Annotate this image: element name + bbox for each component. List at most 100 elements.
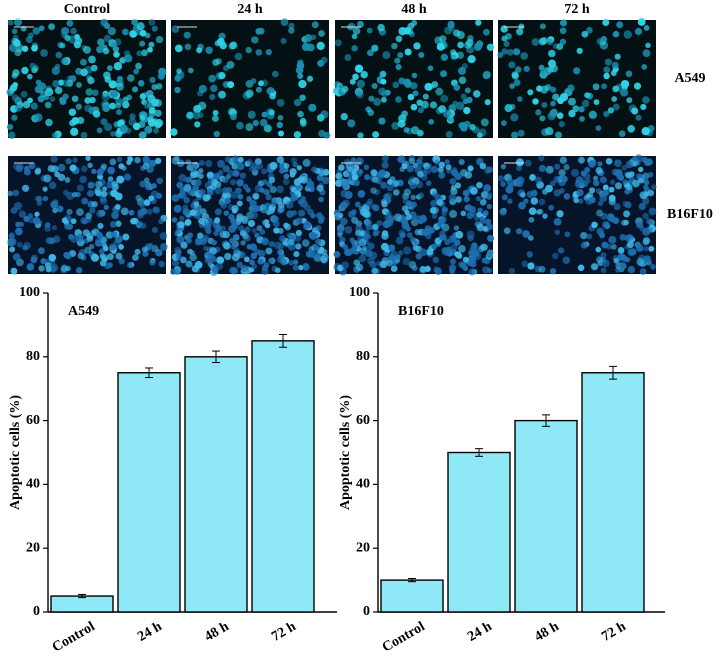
cell-nucleus bbox=[68, 233, 74, 240]
cell-nucleus bbox=[439, 35, 447, 43]
cell-nucleus bbox=[76, 184, 84, 192]
bar bbox=[581, 372, 645, 613]
cell-nucleus bbox=[316, 184, 324, 192]
cell-nucleus bbox=[311, 166, 318, 173]
x-tick-label: 72 h bbox=[269, 619, 299, 645]
cell-nucleus bbox=[623, 30, 632, 39]
cell-nucleus bbox=[393, 180, 400, 187]
cell-nucleus bbox=[482, 70, 491, 79]
cell-nucleus bbox=[523, 198, 529, 204]
cell-nucleus bbox=[233, 247, 240, 254]
cell-nucleus bbox=[559, 27, 567, 35]
cell-nucleus bbox=[70, 218, 77, 225]
cell-nucleus bbox=[116, 109, 122, 116]
cell-nucleus bbox=[455, 196, 462, 203]
cell-nucleus bbox=[210, 84, 218, 93]
cell-nucleus bbox=[64, 34, 71, 42]
cell-nucleus bbox=[497, 175, 505, 182]
cell-nucleus bbox=[55, 51, 63, 59]
cell-nucleus bbox=[28, 32, 34, 39]
cell-nucleus bbox=[404, 209, 410, 216]
cell-nucleus bbox=[546, 38, 554, 46]
cell-nucleus bbox=[357, 20, 364, 28]
chart-title: B16F10 bbox=[398, 304, 444, 319]
row-label: A549 bbox=[674, 71, 705, 86]
cell-nucleus bbox=[369, 260, 377, 269]
cell-nucleus bbox=[612, 30, 620, 38]
cell-nucleus bbox=[500, 181, 507, 187]
cell-nucleus bbox=[18, 221, 25, 227]
cell-nucleus bbox=[576, 47, 583, 55]
cell-nucleus bbox=[467, 235, 474, 242]
cell-nucleus bbox=[50, 155, 58, 163]
cell-nucleus bbox=[113, 62, 123, 71]
cell-nucleus bbox=[577, 264, 585, 272]
cell-nucleus bbox=[638, 177, 645, 184]
cell-nucleus bbox=[123, 173, 131, 181]
cell-nucleus bbox=[109, 158, 117, 166]
cell-nucleus bbox=[373, 229, 380, 236]
cell-nucleus bbox=[468, 268, 476, 276]
cell-nucleus bbox=[254, 184, 263, 193]
cell-nucleus bbox=[305, 250, 313, 258]
cell-nucleus bbox=[611, 61, 619, 69]
cell-nucleus bbox=[527, 89, 534, 96]
cell-nucleus bbox=[282, 178, 290, 186]
cell-nucleus bbox=[45, 237, 53, 245]
column-header: 48 h bbox=[401, 2, 427, 17]
cell-nucleus bbox=[403, 246, 412, 255]
cell-nucleus bbox=[23, 168, 31, 176]
cell-nucleus bbox=[437, 166, 444, 173]
cell-nucleus bbox=[249, 199, 257, 208]
cell-nucleus bbox=[556, 112, 564, 120]
error-bar bbox=[609, 365, 617, 380]
cell-nucleus bbox=[204, 258, 211, 264]
cell-nucleus bbox=[113, 239, 121, 248]
cell-nucleus bbox=[198, 188, 206, 197]
cell-nucleus bbox=[142, 162, 150, 170]
cell-nucleus bbox=[276, 156, 284, 164]
cell-nucleus bbox=[204, 222, 212, 230]
cell-nucleus bbox=[261, 237, 270, 246]
cell-nucleus bbox=[645, 42, 651, 49]
cell-nucleus bbox=[458, 244, 466, 253]
cell-nucleus bbox=[607, 107, 615, 114]
cell-nucleus bbox=[235, 187, 242, 194]
cell-nucleus bbox=[456, 51, 465, 59]
cell-nucleus bbox=[402, 198, 409, 204]
cell-nucleus bbox=[586, 27, 593, 34]
cell-nucleus bbox=[269, 92, 276, 100]
cell-nucleus bbox=[130, 217, 137, 225]
cell-nucleus bbox=[85, 155, 91, 161]
cell-nucleus bbox=[365, 200, 373, 208]
cell-nucleus bbox=[516, 28, 524, 36]
cell-nucleus bbox=[122, 28, 129, 36]
cell-nucleus bbox=[426, 180, 432, 186]
cell-nucleus bbox=[596, 256, 604, 264]
cell-nucleus bbox=[139, 29, 147, 37]
cell-nucleus bbox=[597, 200, 604, 207]
cell-nucleus bbox=[115, 82, 124, 91]
cell-nucleus bbox=[45, 87, 54, 97]
cell-nucleus bbox=[233, 233, 239, 240]
cell-nucleus bbox=[563, 164, 570, 171]
cell-nucleus bbox=[393, 189, 400, 196]
cell-nucleus bbox=[217, 159, 225, 168]
error-bar bbox=[212, 350, 220, 364]
cell-nucleus bbox=[306, 75, 314, 82]
cell-nucleus bbox=[66, 208, 73, 215]
cell-nucleus bbox=[592, 175, 599, 181]
cell-nucleus bbox=[247, 219, 256, 228]
cell-nucleus bbox=[395, 63, 402, 71]
cell-nucleus bbox=[554, 229, 561, 235]
cell-nucleus bbox=[625, 172, 632, 179]
cell-nucleus bbox=[44, 225, 51, 232]
cell-nucleus bbox=[308, 103, 317, 112]
cell-nucleus bbox=[449, 268, 456, 275]
cell-nucleus bbox=[623, 210, 631, 218]
cell-nucleus bbox=[410, 194, 416, 201]
y-tick-label: 0 bbox=[33, 604, 40, 619]
cell-nucleus bbox=[507, 198, 513, 204]
cell-nucleus bbox=[573, 197, 579, 204]
cell-nucleus bbox=[408, 261, 417, 269]
